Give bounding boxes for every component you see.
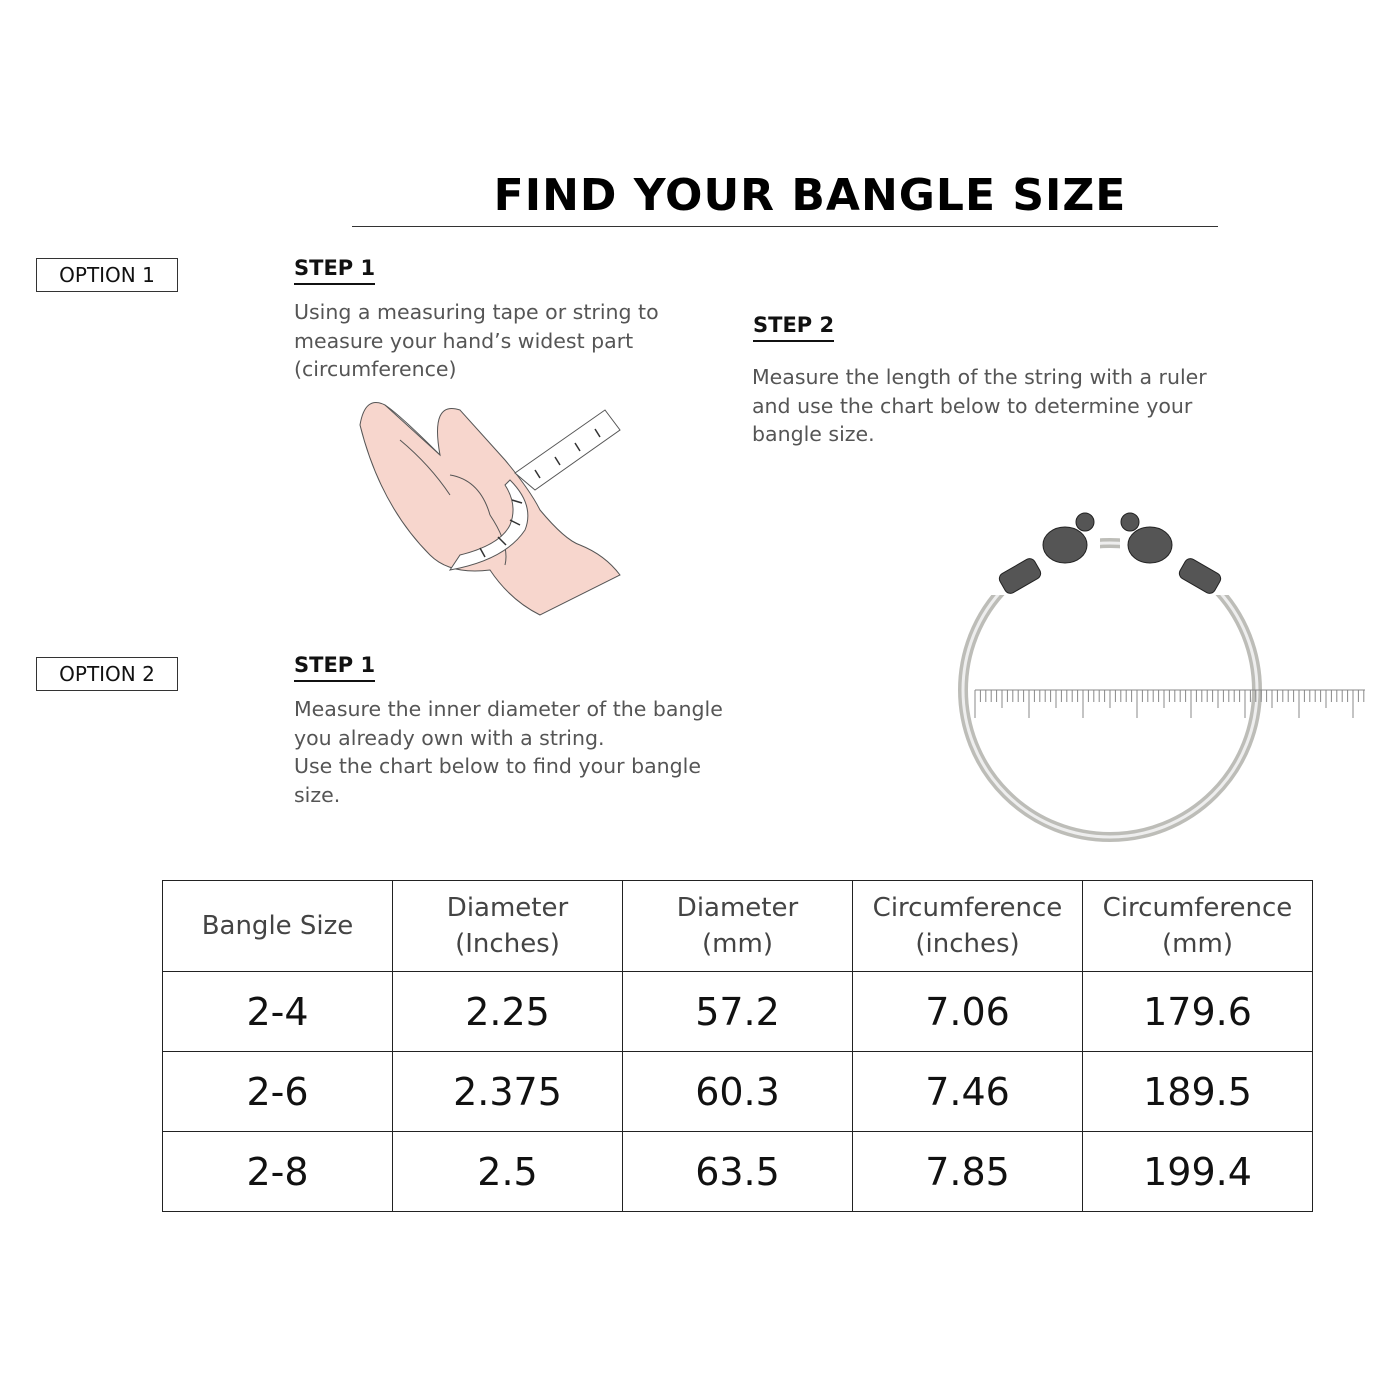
option-1-step-1-text: Using a measuring tape or string to meas…	[294, 298, 659, 384]
text-line: Measure the inner diameter of the bangle	[294, 697, 723, 721]
option-1-step-2-text: Measure the length of the string with a …	[752, 363, 1207, 449]
option-1-label: OPTION 1	[36, 258, 178, 292]
ruler	[974, 689, 1365, 718]
text-line: and use the chart below to determine you…	[752, 393, 1193, 418]
header-diameter-mm: Diameter (mm)	[622, 880, 853, 972]
option-2-label: OPTION 2	[36, 657, 178, 691]
text-line: measure your hand’s widest part	[294, 328, 634, 353]
header-text: Bangle Size	[201, 911, 354, 941]
text-line: (circumference)	[294, 357, 457, 381]
table-cell: 7.85	[852, 1131, 1083, 1212]
text-line: bangle size.	[752, 422, 875, 446]
header-diameter-inches: Diameter (Inches)	[392, 880, 623, 972]
option-1-step-2-heading: STEP 2	[753, 313, 835, 342]
option-2-step-1-heading: STEP 1	[294, 653, 376, 682]
header-text: (Inches)	[455, 929, 560, 959]
header-text: Circumference	[1102, 893, 1293, 923]
header-text: Diameter	[446, 893, 569, 923]
table-cell: 57.2	[622, 971, 853, 1052]
header-text: (mm)	[702, 929, 773, 959]
bangle-with-ruler-illustration	[958, 512, 1365, 842]
header-circumference-mm: Circumference (mm)	[1082, 880, 1313, 972]
table-cell: 2.25	[392, 971, 623, 1052]
title-divider	[352, 226, 1218, 227]
table-header-row: Bangle Size Diameter (Inches) Diameter (mm…	[162, 880, 1313, 972]
table-cell: 2-8	[162, 1131, 393, 1212]
bangle-size-table: Bangle Size Diameter (Inches) Diameter (mm…	[162, 880, 1313, 1212]
header-text: (mm)	[1162, 929, 1233, 959]
table-cell: 2-6	[162, 1051, 393, 1132]
option-2-step-1-text: Measure the inner diameter of the bangle…	[294, 695, 723, 809]
text-line: Measure the length of the string with a …	[752, 365, 1207, 389]
header-text: Diameter	[676, 893, 799, 923]
table-cell: 179.6	[1082, 971, 1313, 1052]
header-bangle-size: Bangle Size	[162, 880, 393, 972]
table-row: 2-8 2.5 63.5 7.85 199.4	[162, 1131, 1313, 1212]
text-line: Using a measuring tape or string to	[294, 300, 659, 324]
option-1-step-1-heading: STEP 1	[294, 256, 376, 285]
header-circumference-inches: Circumference (inches)	[852, 880, 1083, 972]
table-cell: 189.5	[1082, 1051, 1313, 1132]
text-line: Use the chart below to find your bangle	[294, 754, 701, 778]
header-text: Circumference	[872, 893, 1063, 923]
text-line: you already own with a string.	[294, 725, 605, 750]
table-cell: 7.06	[852, 971, 1083, 1052]
table-row: 2-4 2.25 57.2 7.06 179.6	[162, 971, 1313, 1052]
table-cell: 2-4	[162, 971, 393, 1052]
table-cell: 63.5	[622, 1131, 853, 1212]
table-cell: 199.4	[1082, 1131, 1313, 1212]
table-row: 2-6 2.375 60.3 7.46 189.5	[162, 1051, 1313, 1132]
table-cell: 2.375	[392, 1051, 623, 1132]
text-line: size.	[294, 782, 341, 807]
table-cell: 7.46	[852, 1051, 1083, 1132]
page-title: FIND YOUR BANGLE SIZE	[493, 170, 1127, 221]
header-text: (inches)	[915, 929, 1020, 959]
table-cell: 60.3	[622, 1051, 853, 1132]
table-cell: 2.5	[392, 1131, 623, 1212]
hand-measuring-illustration	[359, 402, 621, 616]
